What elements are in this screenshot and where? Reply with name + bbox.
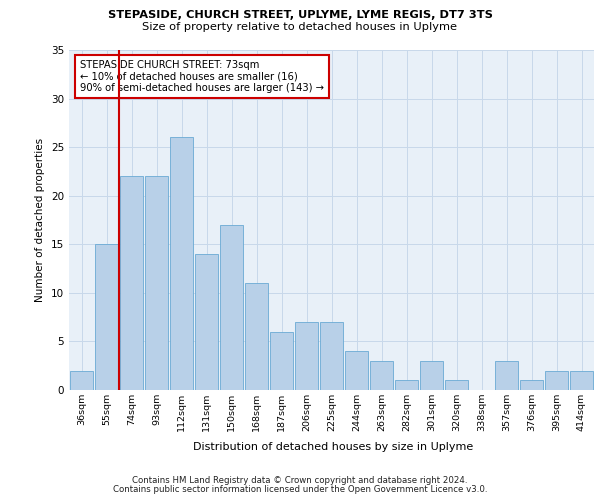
Text: Distribution of detached houses by size in Uplyme: Distribution of detached houses by size … bbox=[193, 442, 473, 452]
Bar bbox=[345, 351, 368, 390]
Bar bbox=[370, 361, 393, 390]
Bar bbox=[195, 254, 218, 390]
Bar bbox=[70, 370, 93, 390]
Bar bbox=[120, 176, 143, 390]
Bar bbox=[95, 244, 118, 390]
Text: Contains HM Land Registry data © Crown copyright and database right 2024.: Contains HM Land Registry data © Crown c… bbox=[132, 476, 468, 485]
Bar bbox=[245, 283, 268, 390]
Bar bbox=[145, 176, 168, 390]
Bar bbox=[170, 138, 193, 390]
Bar bbox=[445, 380, 468, 390]
Text: STEPASIDE CHURCH STREET: 73sqm
← 10% of detached houses are smaller (16)
90% of : STEPASIDE CHURCH STREET: 73sqm ← 10% of … bbox=[79, 60, 323, 94]
Bar bbox=[270, 332, 293, 390]
Bar bbox=[420, 361, 443, 390]
Bar bbox=[295, 322, 318, 390]
Text: Contains public sector information licensed under the Open Government Licence v3: Contains public sector information licen… bbox=[113, 485, 487, 494]
Bar bbox=[220, 225, 243, 390]
Bar bbox=[520, 380, 543, 390]
Bar bbox=[395, 380, 418, 390]
Bar bbox=[570, 370, 593, 390]
Bar bbox=[495, 361, 518, 390]
Text: Size of property relative to detached houses in Uplyme: Size of property relative to detached ho… bbox=[143, 22, 458, 32]
Text: STEPASIDE, CHURCH STREET, UPLYME, LYME REGIS, DT7 3TS: STEPASIDE, CHURCH STREET, UPLYME, LYME R… bbox=[107, 10, 493, 20]
Y-axis label: Number of detached properties: Number of detached properties bbox=[35, 138, 46, 302]
Bar bbox=[320, 322, 343, 390]
Bar bbox=[545, 370, 568, 390]
